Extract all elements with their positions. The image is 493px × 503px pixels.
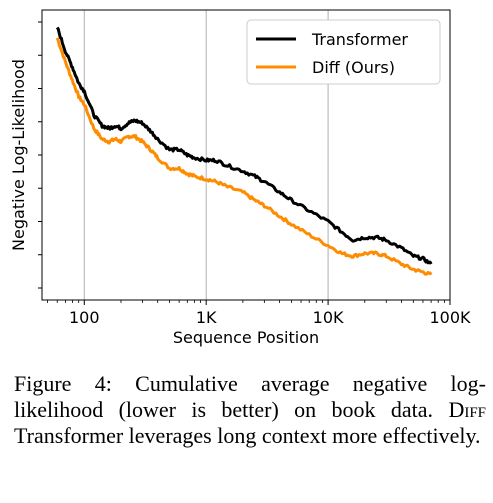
series-lines xyxy=(55,26,433,276)
plot-frame xyxy=(41,9,451,301)
caption-model-name: Diff xyxy=(448,397,487,422)
x-ticks: 100 1K 10K 100K xyxy=(69,300,471,327)
figure-label: Figure 4: xyxy=(14,371,112,396)
y-axis-label: Negative Log-Likelihood xyxy=(9,59,28,251)
y-ticks xyxy=(38,21,42,289)
figure-caption: Figure 4: Cumulative average negative lo… xyxy=(14,371,486,449)
legend-label-transformer: Transformer xyxy=(311,30,408,49)
legend: Transformer Diff (Ours) xyxy=(246,19,441,85)
x-axis-label: Sequence Position xyxy=(173,328,319,347)
chart-figure: 100 1K 10K 100K Sequence Position Negative … xyxy=(9,9,471,347)
legend-label-diff: Diff (Ours) xyxy=(312,58,395,77)
caption-text-2: Transformer leverages long context more … xyxy=(14,423,481,448)
x-tick-label-0: 100 xyxy=(69,308,100,327)
x-tick-label-2: 10K xyxy=(313,308,344,327)
x-tick-label-3: 100K xyxy=(429,308,471,327)
x-tick-label-1: 1K xyxy=(196,308,217,327)
series-line-transformer xyxy=(55,26,433,265)
series-line-diff xyxy=(55,37,433,276)
line-chart: 100 1K 10K 100K Sequence Position Negative … xyxy=(9,9,471,347)
caption-text-1: Cumulative average negative log-likeliho… xyxy=(14,371,486,422)
